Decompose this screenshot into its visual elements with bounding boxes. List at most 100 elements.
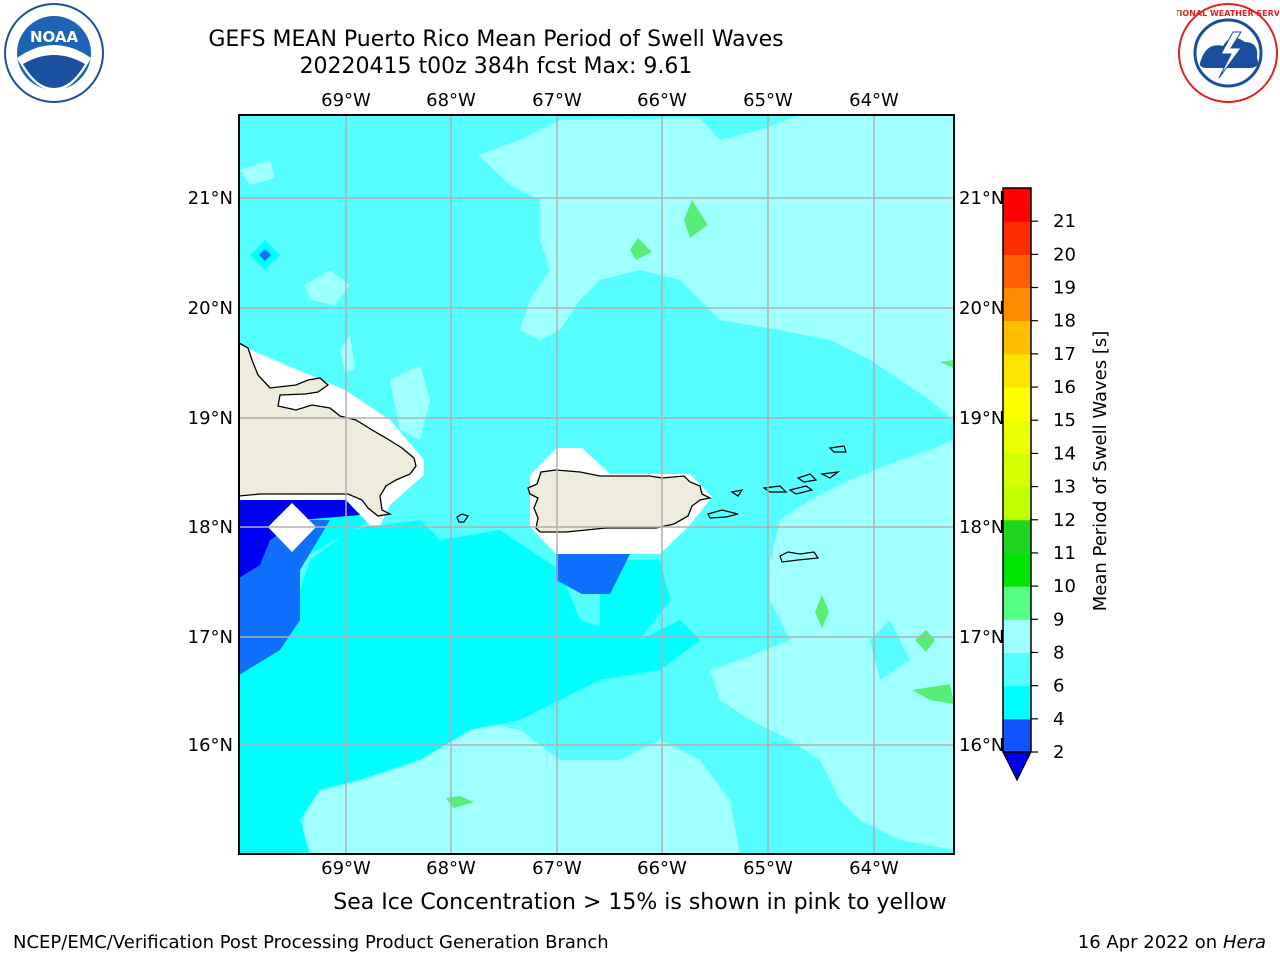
- period-8-9-region: [710, 440, 954, 850]
- lat-label: 16°N: [188, 735, 233, 756]
- colorbar-segment: [1003, 387, 1031, 421]
- colorbar-under-triangle: [1002, 751, 1032, 782]
- map-subtitle: 20220415 t00z 384h fcst Max: 9.61: [299, 54, 693, 79]
- lon-label: 69°W: [321, 858, 371, 879]
- colorbar-segment: [1003, 718, 1031, 753]
- latitude-labels-left: 21°N 20°N 19°N 18°N 17°N 16°N: [188, 188, 233, 756]
- colorbar-segment: [1003, 685, 1031, 720]
- svg-text:NOAA: NOAA: [30, 28, 79, 46]
- period-9-10-region: [446, 796, 474, 808]
- colorbar-segments: [1003, 188, 1031, 753]
- generation-host: Hera: [1222, 932, 1266, 953]
- lat-label: 18°N: [188, 517, 233, 538]
- culebra-island: [730, 489, 744, 497]
- lon-label: 66°W: [637, 858, 687, 879]
- colorbar-tick-label: 21: [1053, 211, 1076, 232]
- noaa-logo: NOAA: [4, 3, 104, 103]
- generation-date: 16 Apr 2022 on Hera: [1078, 932, 1266, 953]
- period-8-9-region: [340, 335, 355, 372]
- colorbar-tick-label: 15: [1053, 410, 1076, 431]
- graticule: [239, 115, 954, 854]
- colorbar-tick-label: 12: [1053, 510, 1076, 531]
- lon-label: 64°W: [849, 90, 899, 111]
- lat-label: 21°N: [959, 188, 1004, 209]
- period-8-9-region: [478, 115, 954, 420]
- colorbar-tick-label: 6: [1053, 676, 1064, 697]
- colorbar-label: Mean Period of Swell Waves [s]: [1090, 331, 1111, 612]
- map-title: GEFS MEAN Puerto Rico Mean Period of Swe…: [208, 27, 784, 52]
- colorbar-tick-label: 14: [1053, 443, 1076, 464]
- lon-label: 65°W: [743, 90, 793, 111]
- colorbar-segment: [1003, 453, 1031, 488]
- sea-ice-note: Sea Ice Concentration > 15% is shown in …: [333, 890, 947, 915]
- period-9-10-region: [912, 684, 954, 704]
- generation-date-text: 16 Apr 2022 on: [1077, 932, 1223, 953]
- period-below-2-region: [239, 500, 360, 578]
- colorbar-segment: [1003, 519, 1031, 554]
- lat-label: 20°N: [188, 298, 233, 319]
- st-croix-island: [779, 551, 820, 563]
- lat-label: 19°N: [959, 408, 1004, 429]
- mona-island: [456, 513, 469, 523]
- colorbar-ticks: 2 4 6 8 9 10 11 12 13 14 15 16 17 18 19 20 21: [1031, 211, 1076, 763]
- colorbar-tick-label: 17: [1053, 344, 1076, 365]
- national-weather-service-logo: NATIONAL WEATHER SERVICE: [1177, 3, 1279, 103]
- lon-label: 65°W: [743, 858, 793, 879]
- colorbar-tick-label: 13: [1053, 477, 1076, 498]
- colorbar-segment: [1003, 652, 1031, 687]
- colorbar-tick-label: 4: [1053, 709, 1064, 730]
- longitude-labels-bottom: 69°W 68°W 67°W 66°W 65°W 64°W: [321, 858, 899, 879]
- period-2-4-region: [556, 554, 630, 594]
- lat-label: 18°N: [959, 517, 1004, 538]
- vieques-island: [707, 509, 739, 519]
- lon-label: 69°W: [321, 90, 371, 111]
- lat-label: 21°N: [188, 188, 233, 209]
- lat-label: 17°N: [959, 627, 1004, 648]
- lon-label: 66°W: [637, 90, 687, 111]
- svg-text:NATIONAL WEATHER SERVICE: NATIONAL WEATHER SERVICE: [1177, 9, 1279, 18]
- period-8-9-region: [390, 365, 430, 440]
- colorbar-tick-label: 19: [1053, 278, 1076, 299]
- period-9-10-region: [940, 360, 954, 368]
- virgin-islands: [762, 471, 841, 495]
- lat-label: 19°N: [188, 408, 233, 429]
- colorbar-segment: [1003, 486, 1031, 521]
- colorbar-tick-label: 9: [1053, 609, 1064, 630]
- colorbar-tick-label: 8: [1053, 642, 1064, 663]
- lat-label: 16°N: [959, 735, 1004, 756]
- period-4-6-region: [239, 520, 700, 854]
- period-8-9-region: [305, 270, 350, 305]
- hispaniola-land: [239, 342, 417, 517]
- colorbar-tick-label: 16: [1053, 377, 1076, 398]
- colorbar-segment: [1003, 420, 1031, 454]
- lat-label: 20°N: [959, 298, 1004, 319]
- puerto-rico-land: [527, 469, 712, 533]
- colorbar: 2 4 6 8 9 10 11 12 13 14 15 16 17 18 19 20 21 Mean Perio…: [1002, 187, 1111, 782]
- colorbar-segment: [1003, 287, 1031, 322]
- colorbar-tick-label: 10: [1053, 576, 1076, 597]
- lon-label: 67°W: [532, 90, 582, 111]
- longitude-labels-top: 69°W 68°W 67°W 66°W 65°W 64°W: [321, 90, 899, 111]
- colorbar-segment: [1003, 619, 1031, 653]
- colorbar-segment: [1003, 586, 1031, 620]
- colorbar-tick-label: 11: [1053, 543, 1076, 564]
- producer-credit: NCEP/EMC/Verification Post Processing Pr…: [13, 932, 609, 953]
- anegada-island: [828, 445, 847, 453]
- period-8-9-region: [240, 160, 275, 185]
- colorbar-segment: [1003, 353, 1031, 388]
- period-6-8-region: [870, 620, 910, 680]
- colorbar-frame: [1002, 187, 1032, 753]
- colorbar-tick-label: 18: [1053, 311, 1076, 332]
- colorbar-segment: [1003, 320, 1031, 355]
- swell-period-field: [239, 115, 954, 854]
- latitude-labels-right: 21°N 20°N 19°N 18°N 17°N 16°N: [959, 188, 1004, 756]
- period-9-10-region: [915, 630, 935, 652]
- period-9-10-region: [815, 595, 829, 628]
- lon-label: 67°W: [532, 858, 582, 879]
- colorbar-segment: [1003, 254, 1031, 289]
- period-9-10-region: [684, 200, 708, 238]
- lat-label: 17°N: [188, 627, 233, 648]
- period-9-10-region: [630, 238, 652, 260]
- colorbar-tick-label: 20: [1053, 244, 1076, 265]
